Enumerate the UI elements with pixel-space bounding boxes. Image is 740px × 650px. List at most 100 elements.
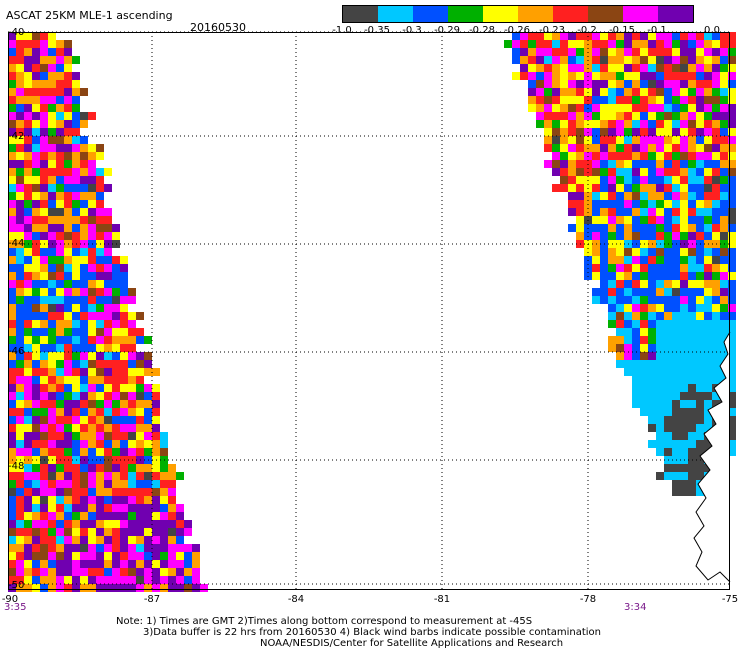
- wind-cell: [656, 40, 664, 48]
- wind-cell: [664, 344, 672, 352]
- wind-cell: [160, 464, 168, 472]
- lon-label: -81: [433, 594, 451, 605]
- wind-cell: [48, 472, 56, 480]
- wind-cell: [96, 440, 104, 448]
- wind-cell: [32, 176, 40, 184]
- wind-cell: [88, 448, 96, 456]
- wind-cell: [56, 368, 64, 376]
- wind-cell: [32, 128, 40, 136]
- wind-cell: [48, 192, 56, 200]
- wind-cell: [144, 488, 152, 496]
- wind-cell: [664, 216, 672, 224]
- color-scale-swatch: [553, 6, 588, 22]
- wind-cell: [688, 104, 696, 112]
- wind-cell: [56, 200, 64, 208]
- wind-cell: [32, 160, 40, 168]
- wind-cell: [616, 360, 624, 368]
- wind-cell: [728, 448, 736, 456]
- wind-cell: [696, 312, 704, 320]
- wind-cell: [656, 200, 664, 208]
- wind-cell: [624, 80, 632, 88]
- wind-cell: [176, 544, 184, 552]
- wind-cell: [24, 184, 32, 192]
- wind-cell: [608, 312, 616, 320]
- wind-cell: [104, 384, 112, 392]
- wind-cell: [72, 152, 80, 160]
- wind-cell: [64, 40, 72, 48]
- wind-cell: [720, 200, 728, 208]
- wind-cell: [176, 552, 184, 560]
- wind-cell: [568, 96, 576, 104]
- wind-cell: [96, 312, 104, 320]
- wind-cell: [32, 168, 40, 176]
- wind-cell: [160, 448, 168, 456]
- wind-cell: [528, 96, 536, 104]
- wind-cell: [40, 416, 48, 424]
- wind-cell: [648, 192, 656, 200]
- wind-cell: [152, 408, 160, 416]
- wind-cell: [640, 312, 648, 320]
- wind-cell: [88, 184, 96, 192]
- wind-cell: [720, 184, 728, 192]
- wind-cell: [72, 80, 80, 88]
- wind-cell: [704, 336, 712, 344]
- wind-cell: [8, 184, 16, 192]
- wind-cell: [128, 520, 136, 528]
- wind-cell: [96, 368, 104, 376]
- wind-cell: [648, 440, 656, 448]
- wind-cell: [536, 40, 544, 48]
- wind-cell: [504, 40, 512, 48]
- wind-cell: [672, 96, 680, 104]
- wind-cell: [632, 152, 640, 160]
- wind-cell: [600, 264, 608, 272]
- wind-cell: [624, 320, 632, 328]
- wind-cell: [640, 96, 648, 104]
- wind-cell: [8, 424, 16, 432]
- wind-cell: [720, 272, 728, 280]
- wind-cell: [96, 320, 104, 328]
- wind-cell: [32, 120, 40, 128]
- wind-cell: [88, 552, 96, 560]
- wind-cell: [8, 304, 16, 312]
- wind-cell: [656, 32, 664, 40]
- wind-cell: [704, 400, 712, 408]
- wind-cell: [152, 400, 160, 408]
- wind-cell: [48, 528, 56, 536]
- wind-cell: [632, 392, 640, 400]
- wind-cell: [80, 440, 88, 448]
- wind-cell: [568, 200, 576, 208]
- wind-cell: [680, 280, 688, 288]
- wind-cell: [192, 568, 200, 576]
- wind-cell: [608, 48, 616, 56]
- wind-cell: [152, 424, 160, 432]
- wind-cell: [728, 264, 736, 272]
- wind-cell: [112, 264, 120, 272]
- wind-cell: [632, 256, 640, 264]
- wind-cell: [48, 104, 56, 112]
- wind-cell: [608, 200, 616, 208]
- wind-cell: [632, 264, 640, 272]
- wind-cell: [120, 392, 128, 400]
- wind-cell: [8, 584, 16, 592]
- wind-cell: [576, 88, 584, 96]
- wind-cell: [144, 504, 152, 512]
- wind-cell: [72, 304, 80, 312]
- wind-cell: [728, 80, 736, 88]
- wind-cell: [552, 88, 560, 96]
- wind-cell: [680, 208, 688, 216]
- wind-cell: [664, 464, 672, 472]
- wind-cell: [56, 72, 64, 80]
- wind-cell: [48, 208, 56, 216]
- wind-cell: [88, 288, 96, 296]
- wind-cell: [8, 352, 16, 360]
- wind-cell: [696, 104, 704, 112]
- wind-cell: [16, 296, 24, 304]
- wind-cell: [680, 272, 688, 280]
- wind-cell: [600, 192, 608, 200]
- wind-cell: [608, 224, 616, 232]
- wind-cell: [616, 200, 624, 208]
- wind-cell: [80, 192, 88, 200]
- wind-cell: [664, 432, 672, 440]
- wind-cell: [48, 88, 56, 96]
- wind-cell: [8, 480, 16, 488]
